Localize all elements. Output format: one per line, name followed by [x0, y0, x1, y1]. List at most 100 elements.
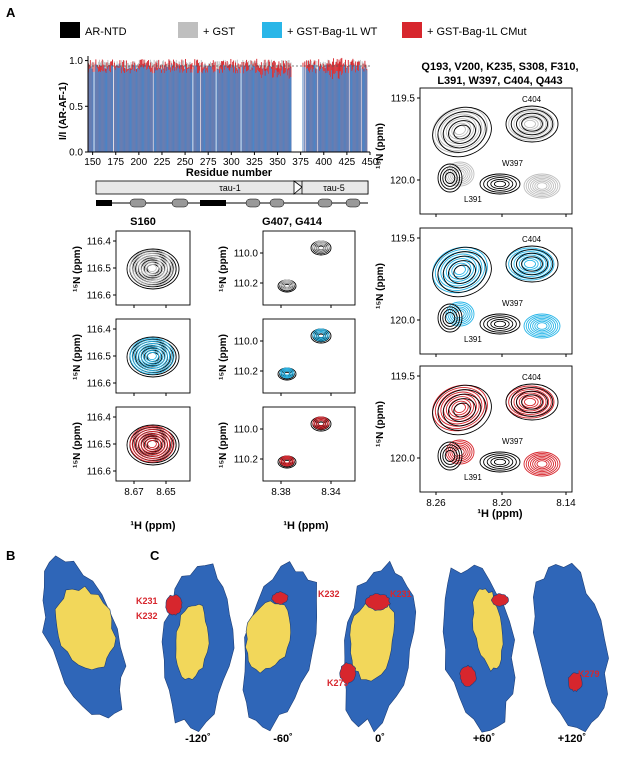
- bar-wt: [103, 66, 105, 152]
- spectrum-xtick-label: 8.14: [556, 498, 576, 509]
- spectrum-right-ylabel-0: ¹⁵N (ppm): [375, 123, 386, 169]
- x-tick-label: 225: [154, 157, 171, 168]
- bar-wt: [352, 69, 354, 152]
- bar-wt: [109, 70, 111, 152]
- bar-wt: [248, 64, 250, 152]
- spectrum-ytick-label: 120.0: [390, 316, 415, 327]
- peak-l391-ref: [437, 441, 463, 471]
- bar-wt: [149, 71, 151, 152]
- bar-wt: [213, 71, 215, 152]
- bar-wt: [194, 65, 196, 152]
- bar-wt: [329, 74, 331, 152]
- bar-wt: [99, 71, 101, 152]
- bar-wt: [107, 69, 109, 152]
- bar-wt: [287, 70, 289, 152]
- spectrum-ytick-label: 116.5: [87, 264, 112, 275]
- bar-wt: [311, 71, 313, 152]
- peak-treated: [312, 416, 330, 430]
- y-tick-label: 0.5: [69, 102, 83, 113]
- bar-wt: [341, 75, 343, 152]
- bar-wt: [323, 71, 325, 152]
- bar-wt: [320, 66, 322, 152]
- bar-wt: [179, 72, 181, 152]
- bar-wt: [114, 70, 116, 152]
- bar-wt: [207, 72, 209, 152]
- legend-label-0: AR-NTD: [85, 26, 127, 38]
- bar-wt: [259, 74, 261, 152]
- bar-wt: [343, 66, 345, 152]
- bar-wt: [366, 70, 368, 152]
- bar-wt: [183, 71, 185, 152]
- surface-yellow-patch: [245, 600, 291, 674]
- peak-treated: [279, 455, 295, 467]
- bar-wt: [308, 70, 309, 152]
- y-tick-label: 1.0: [69, 56, 83, 67]
- bar-wt: [281, 70, 283, 152]
- spectrum-ytick-label: 110.0: [234, 249, 259, 260]
- x-tick-label: 400: [315, 157, 332, 168]
- surface-red-patch: [364, 593, 391, 611]
- surface-yellow-patch: [54, 585, 117, 671]
- spectra-right-title-1: Q193, V200, K235, S308, F310,: [421, 61, 578, 73]
- bar-wt: [280, 75, 282, 152]
- spectrum-ytick-label: 116.5: [87, 440, 112, 451]
- spectra-mid-title: G407, G414: [262, 216, 323, 228]
- bar-wt: [208, 65, 210, 152]
- x-tick-label: 450: [362, 157, 379, 168]
- peak-label: C404: [522, 235, 542, 244]
- bar-wt: [315, 73, 317, 152]
- bar-wt: [347, 72, 349, 152]
- spectrum-ytick-label: 119.5: [391, 372, 416, 383]
- bar-wt: [143, 68, 145, 152]
- bar-wt: [149, 69, 150, 152]
- spectrum-mid-2: [262, 406, 356, 482]
- bar-wt: [97, 68, 99, 152]
- bar-wt: [122, 66, 124, 152]
- bar-wt: [190, 69, 192, 152]
- peak-treated: [312, 240, 330, 254]
- spectrum-mid-xlabel: ¹H (ppm): [283, 520, 329, 532]
- bar-wt: [135, 65, 137, 152]
- spectrum-ytick-label: 116.4: [87, 237, 112, 248]
- bar-wt: [223, 69, 225, 152]
- spectrum-left-xlabel: ¹H (ppm): [130, 520, 176, 532]
- bar-wt: [231, 64, 233, 152]
- peak-label: L391: [464, 335, 482, 344]
- bar-wt: [219, 73, 221, 152]
- domain-tau5-label: τau-5: [323, 183, 345, 193]
- bar-wt: [198, 72, 199, 152]
- bar-wt: [319, 70, 321, 152]
- helix-3: [245, 198, 261, 208]
- bar-wt: [173, 70, 175, 152]
- x-tick-label: 250: [177, 157, 194, 168]
- peak-w397-ref: [479, 313, 521, 335]
- bar-wt: [177, 65, 179, 152]
- x-tick-label: 425: [339, 157, 356, 168]
- bar-wt: [222, 64, 224, 152]
- bar-wt: [100, 71, 101, 152]
- bar-wt: [176, 68, 178, 152]
- surface-red-patch: [459, 664, 477, 687]
- bar-wt: [161, 72, 162, 152]
- bar-wt: [271, 77, 273, 152]
- bar-wt: [121, 73, 123, 152]
- bar-wt: [101, 71, 103, 152]
- bar-wt: [232, 67, 234, 152]
- bar-wt: [119, 68, 121, 152]
- bar-wt: [227, 67, 229, 152]
- bar-wt: [268, 73, 270, 152]
- domain-diagram: τau-1 τau-5: [95, 180, 369, 208]
- bar-wt: [148, 66, 150, 152]
- bar-wt: [335, 71, 337, 152]
- peak-l391-ref: [437, 163, 463, 193]
- bar-wt: [345, 72, 346, 152]
- bar-wt: [320, 68, 321, 152]
- peak-c404-ref: [505, 245, 559, 283]
- spectrum-ytick-label: 116.4: [87, 413, 112, 424]
- bar-wt: [339, 71, 341, 152]
- bar-wt: [304, 67, 306, 152]
- bar-wt: [198, 70, 200, 152]
- bar-wt: [351, 71, 353, 152]
- spectrum-ytick-label: 116.6: [87, 379, 112, 390]
- rotation-angle-label: +60˚: [473, 733, 495, 745]
